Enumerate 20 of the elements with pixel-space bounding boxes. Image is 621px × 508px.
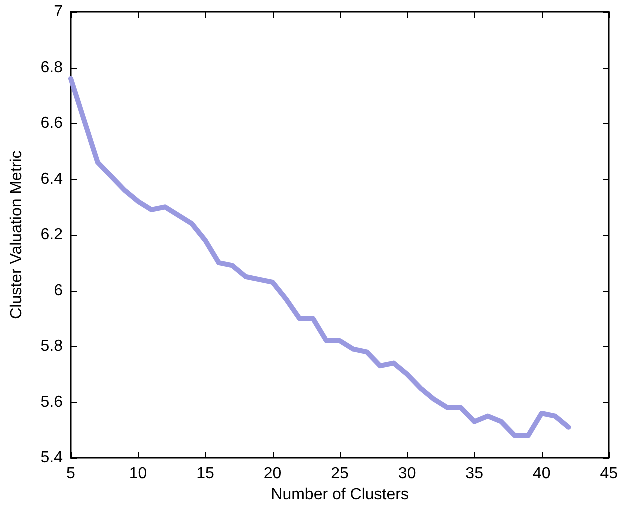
y-tick-label: 6.8 — [40, 59, 64, 76]
y-tick-label: 6.4 — [40, 170, 64, 188]
x-tick-label: 40 — [532, 466, 551, 483]
y-tick-label: 5.4 — [40, 450, 64, 467]
x-tick-label: 10 — [129, 466, 148, 483]
y-tick-label: 6 — [54, 282, 64, 300]
x-tick-label: 45 — [600, 466, 618, 483]
x-axis-title: Number of Clusters — [271, 486, 409, 504]
x-tick-label: 25 — [331, 466, 350, 483]
y-axis-title: Cluster Valuation Metric — [8, 150, 26, 320]
x-tick-label: 20 — [264, 466, 282, 483]
x-tick-label: 30 — [398, 466, 416, 483]
y-tick-label: 6.6 — [40, 115, 64, 132]
x-tick-label: 5 — [66, 466, 76, 483]
y-tick-label: 6.2 — [40, 226, 64, 244]
x-tick-label: 15 — [196, 466, 215, 483]
y-tick-label: 5.6 — [40, 394, 64, 411]
y-tick-label: 7 — [54, 4, 64, 20]
x-tick-label: 35 — [466, 466, 484, 483]
y-tick-label: 5.8 — [40, 338, 64, 356]
